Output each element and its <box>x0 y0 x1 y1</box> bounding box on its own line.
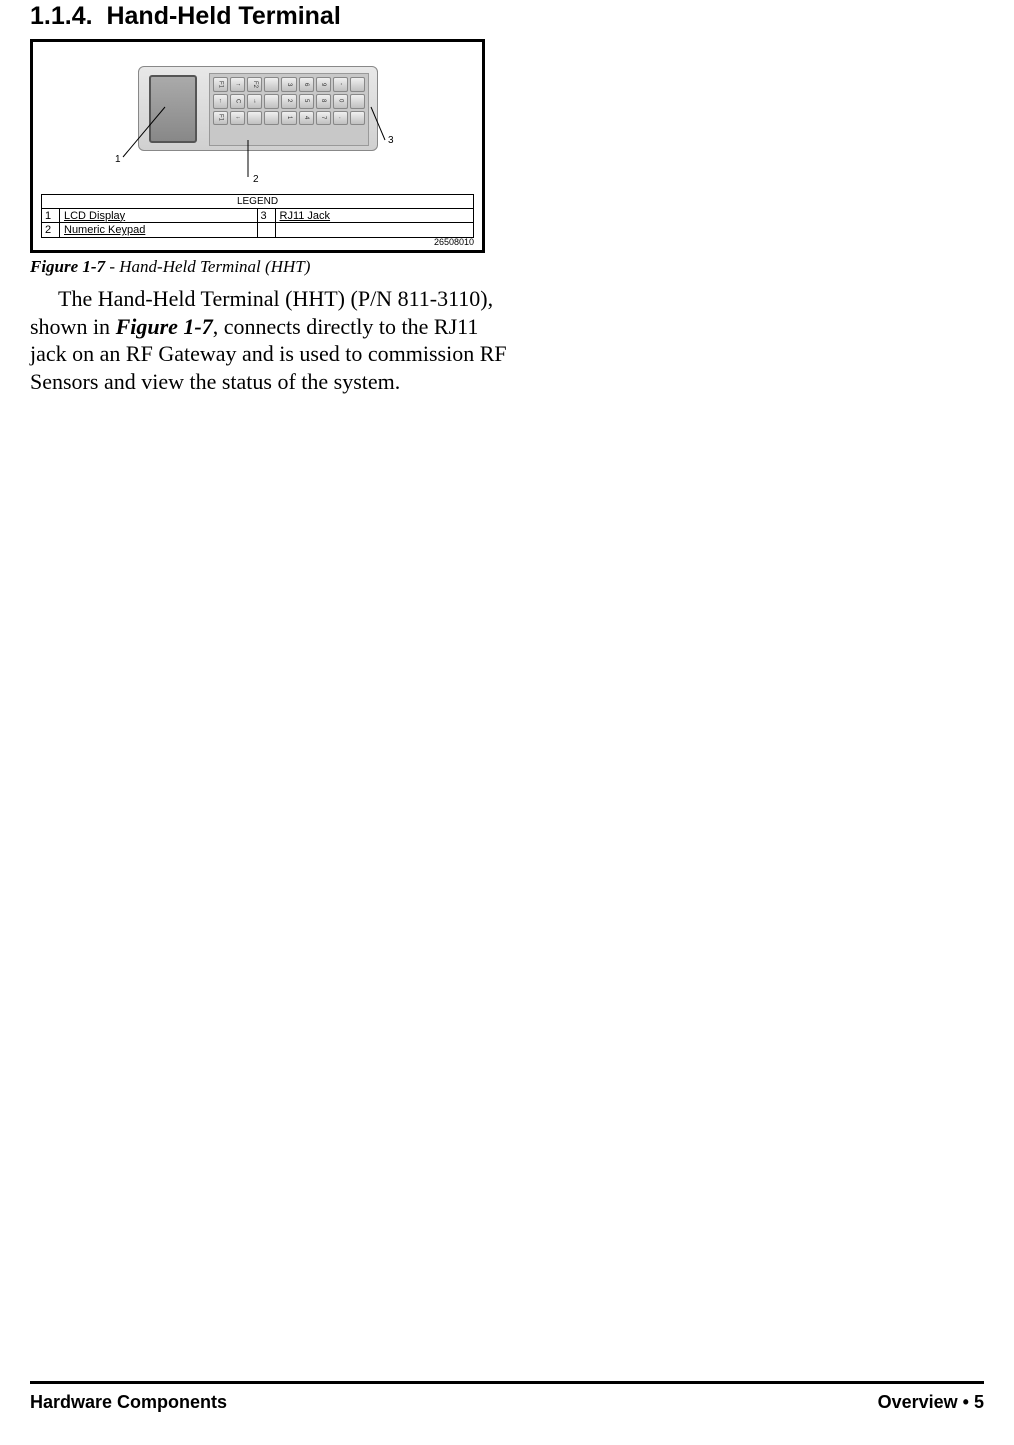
legend-text: RJ11 Jack <box>276 210 474 222</box>
figure-doc-id: 26508010 <box>434 237 474 247</box>
footer-left: Hardware Components <box>30 1392 227 1413</box>
callout-2: 2 <box>253 174 259 185</box>
legend-num-empty <box>258 223 276 237</box>
key <box>264 111 279 126</box>
key: ↑ <box>230 77 245 92</box>
legend-text: Numeric Keypad <box>60 224 257 236</box>
key: F1 <box>213 77 228 92</box>
key <box>247 111 262 126</box>
section-number: 1.1.4. <box>30 2 93 30</box>
key: 1 <box>281 111 296 126</box>
numeric-keypad: F1 ↑ F2 3 6 9 - ← C → 2 5 8 0 F1 ↓ <box>209 73 369 146</box>
key: C <box>230 94 245 109</box>
key: ↓ <box>230 111 245 126</box>
legend-header: LEGEND <box>42 195 473 209</box>
key: 3 <box>281 77 296 92</box>
key <box>264 77 279 92</box>
callout-1: 1 <box>115 154 121 165</box>
key: 5 <box>299 94 314 109</box>
legend-row-empty <box>258 223 474 237</box>
legend-row: 2 Numeric Keypad <box>42 223 257 237</box>
key: 6 <box>299 77 314 92</box>
key: F2 <box>247 77 262 92</box>
legend-num: 1 <box>42 209 60 222</box>
key: F1 <box>213 111 228 126</box>
legend-row: 3 RJ11 Jack <box>258 209 474 223</box>
key: ← <box>213 94 228 109</box>
key <box>350 111 365 126</box>
legend-num: 3 <box>258 209 276 222</box>
body-paragraph: The Hand-Held Terminal (HHT) (P/N 811-31… <box>30 285 510 395</box>
device-diagram: F1 ↑ F2 3 6 9 - ← C → 2 5 8 0 F1 ↓ <box>33 42 482 192</box>
section-title: Hand-Held Terminal <box>106 2 340 30</box>
key <box>264 94 279 109</box>
lcd-display <box>149 75 197 143</box>
callout-3: 3 <box>388 135 394 146</box>
footer-right: Overview • 5 <box>878 1392 984 1413</box>
caption-ref: Figure 1-7 <box>30 257 105 276</box>
key: 4 <box>299 111 314 126</box>
figure-box: F1 ↑ F2 3 6 9 - ← C → 2 5 8 0 F1 ↓ <box>30 39 485 253</box>
key <box>350 94 365 109</box>
key: - <box>333 77 348 92</box>
page-footer: Hardware Components Overview • 5 <box>30 1381 984 1413</box>
section-heading: 1.1.4. Hand-Held Terminal <box>30 2 984 31</box>
legend-row: 1 LCD Display <box>42 209 257 223</box>
key <box>350 77 365 92</box>
legend-text: LCD Display <box>60 210 257 222</box>
legend-box: LEGEND 1 LCD Display 2 Numeric Keypad 3 … <box>41 194 474 238</box>
key: 9 <box>316 77 331 92</box>
legend-num: 2 <box>42 223 60 237</box>
key: 2 <box>281 94 296 109</box>
figure-caption: Figure 1-7 - Hand-Held Terminal (HHT) <box>30 257 984 277</box>
key: 0 <box>333 94 348 109</box>
caption-text: Hand-Held Terminal (HHT) <box>119 257 310 276</box>
key: → <box>247 94 262 109</box>
key: 7 <box>316 111 331 126</box>
device-body: F1 ↑ F2 3 6 9 - ← C → 2 5 8 0 F1 ↓ <box>138 66 378 151</box>
caption-sep: - <box>105 257 119 276</box>
body-figure-ref: Figure 1-7 <box>116 314 213 339</box>
key: . <box>333 111 348 126</box>
key: 8 <box>316 94 331 109</box>
